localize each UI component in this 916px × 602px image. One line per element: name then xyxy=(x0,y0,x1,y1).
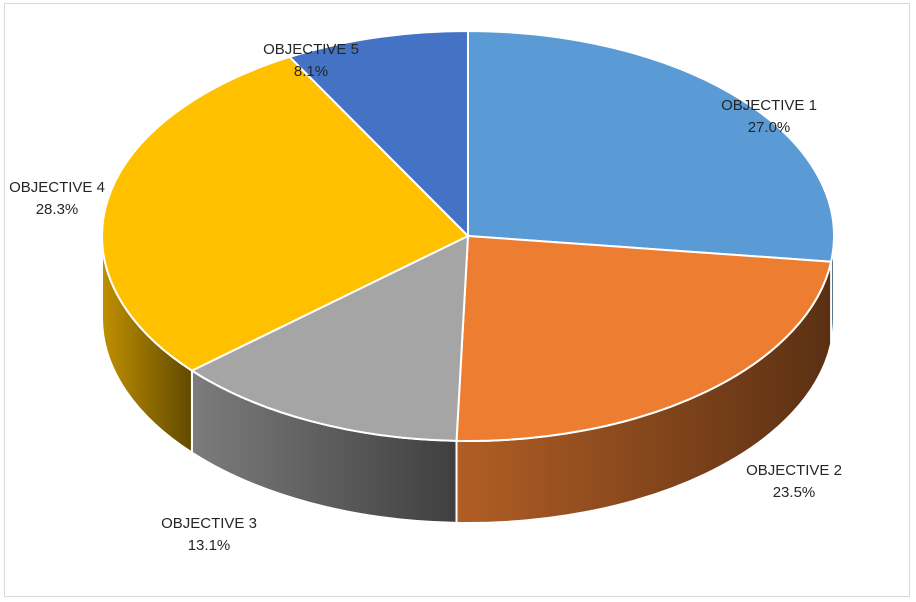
slice-value-5: 8.1% xyxy=(294,63,328,80)
pie-tops xyxy=(101,30,835,442)
slice-2[interactable] xyxy=(455,235,833,442)
slice-label-2: OBJECTIVE 2 xyxy=(746,462,842,479)
slice-4[interactable] xyxy=(101,55,469,372)
slice-label-4: OBJECTIVE 4 xyxy=(9,179,105,196)
slice-value-2: 23.5% xyxy=(773,484,816,501)
slice-value-1: 27.0% xyxy=(748,119,791,136)
slice-value-3: 13.1% xyxy=(188,537,231,554)
pie-chart: OBJECTIVE 1 27.0% OBJECTIVE 2 23.5% OBJECTIV… xyxy=(9,30,842,554)
slice-1[interactable] xyxy=(467,30,835,263)
slice-label-3: OBJECTIVE 3 xyxy=(161,515,257,532)
slice-labels: OBJECTIVE 1 27.0% OBJECTIVE 2 23.5% OBJECTIV… xyxy=(9,41,842,554)
slice-label-1: OBJECTIVE 1 xyxy=(721,97,817,114)
chart-frame: OBJECTIVE 1 27.0% OBJECTIVE 2 23.5% OBJECTIV… xyxy=(4,3,910,597)
slice-label-5: OBJECTIVE 5 xyxy=(263,41,359,58)
slice-5[interactable] xyxy=(288,30,469,237)
slice-3[interactable] xyxy=(190,235,469,442)
slice-value-4: 28.3% xyxy=(36,201,79,218)
